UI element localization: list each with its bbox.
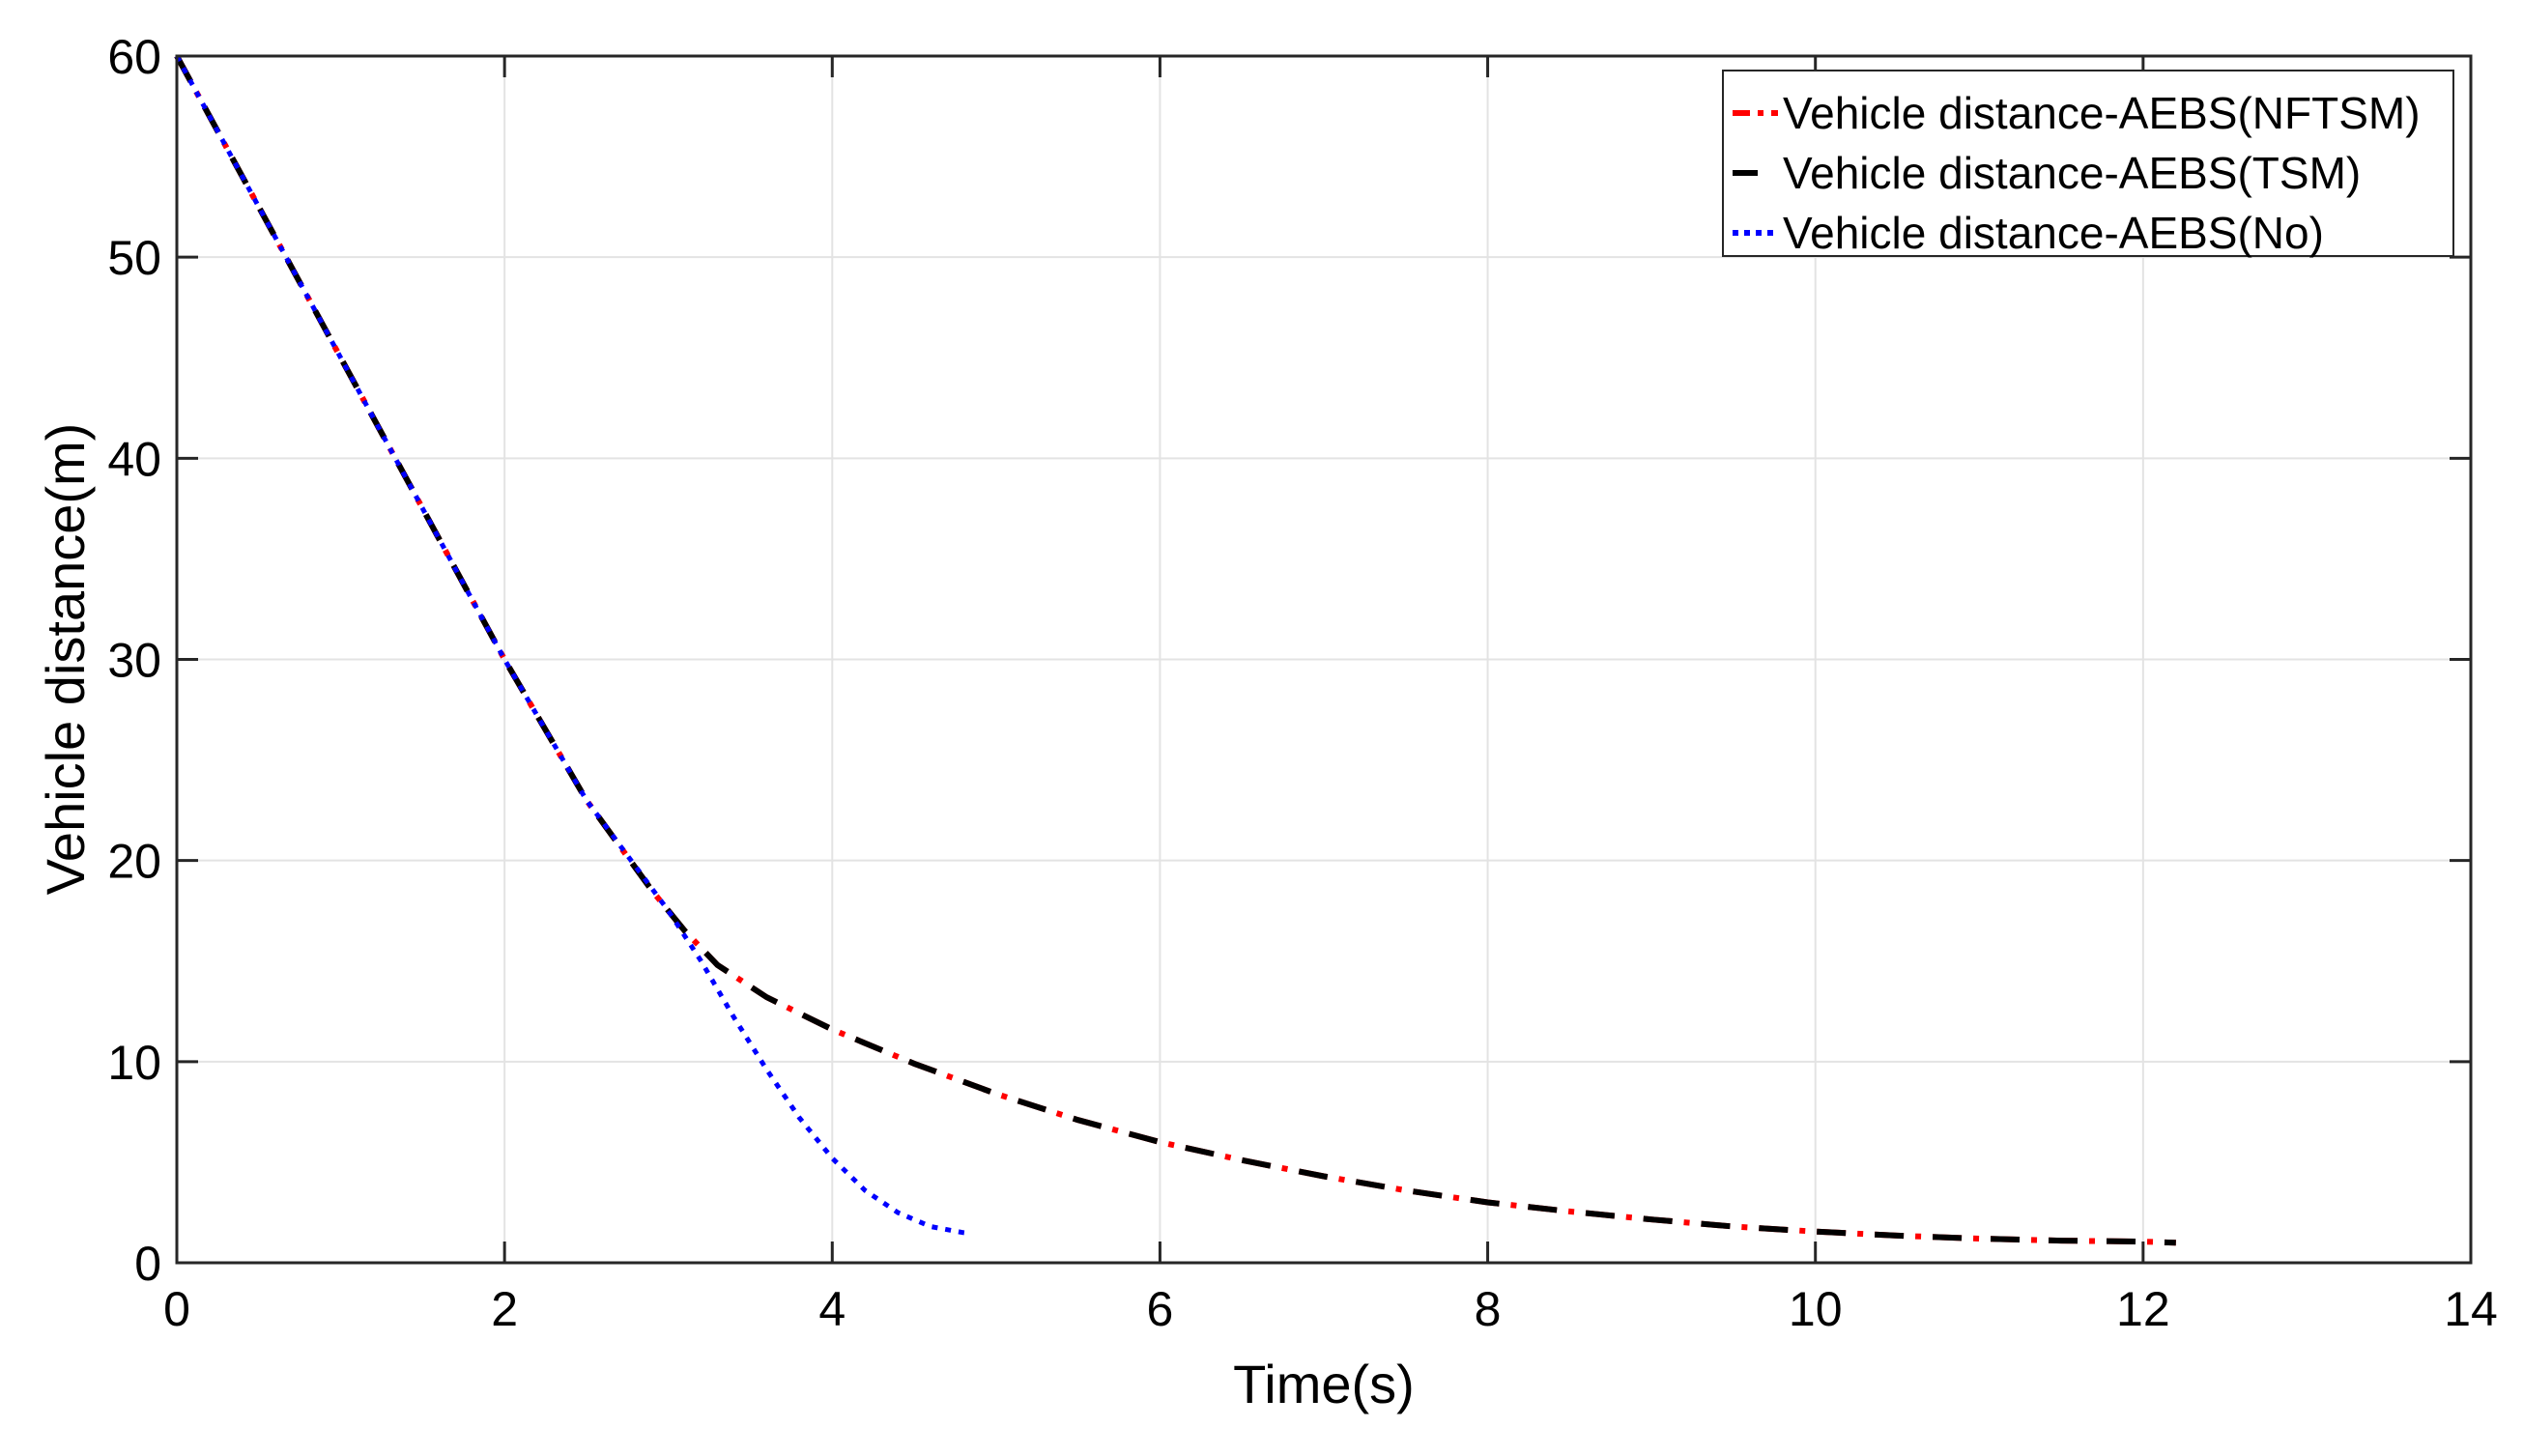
y-tick-label: 20 (107, 835, 161, 889)
x-axis-title: Time(s) (1233, 1354, 1415, 1414)
axis-ticks (175, 54, 2473, 1265)
y-tick-label: 0 (134, 1237, 161, 1291)
x-tick-label: 0 (163, 1282, 190, 1336)
y-tick-label: 50 (107, 231, 161, 285)
y-tick-label: 40 (107, 432, 161, 486)
series-line-vehicle-distance-aebs-tsm (174, 54, 2176, 1246)
x-tick-label: 8 (1475, 1282, 1502, 1336)
x-tick-label: 6 (1147, 1282, 1174, 1336)
y-tick-labels: 0 10 20 30 40 50 60 (107, 30, 161, 1291)
y-tick-label: 10 (107, 1036, 161, 1090)
x-tick-label: 12 (2116, 1282, 2170, 1336)
x-tick-label: 10 (1789, 1282, 1843, 1336)
x-tick-label: 4 (818, 1282, 846, 1336)
legend-label: Vehicle distance-AEBS(NFTSM) (1783, 88, 2421, 138)
legend-box (1722, 70, 2454, 257)
y-axis-title: Vehicle distance(m) (35, 423, 96, 896)
legend-items: Vehicle distance-AEBS(NFTSM) Vehicle dist… (1733, 88, 2421, 258)
y-tick-label: 30 (107, 634, 161, 688)
series-lines (174, 54, 2176, 1246)
x-tick-label: 14 (2444, 1282, 2498, 1336)
legend-label: Vehicle distance-AEBS(TSM) (1783, 148, 2361, 198)
y-tick-label: 60 (107, 30, 161, 84)
legend: Vehicle distance-AEBS(NFTSM) Vehicle dist… (1722, 70, 2454, 258)
legend-label: Vehicle distance-AEBS(No) (1783, 208, 2324, 258)
x-tick-labels: 0 2 4 6 8 10 12 14 (163, 1282, 2498, 1336)
series-line-vehicle-distance-aebs-no (174, 54, 972, 1237)
x-tick-label: 2 (491, 1282, 518, 1336)
